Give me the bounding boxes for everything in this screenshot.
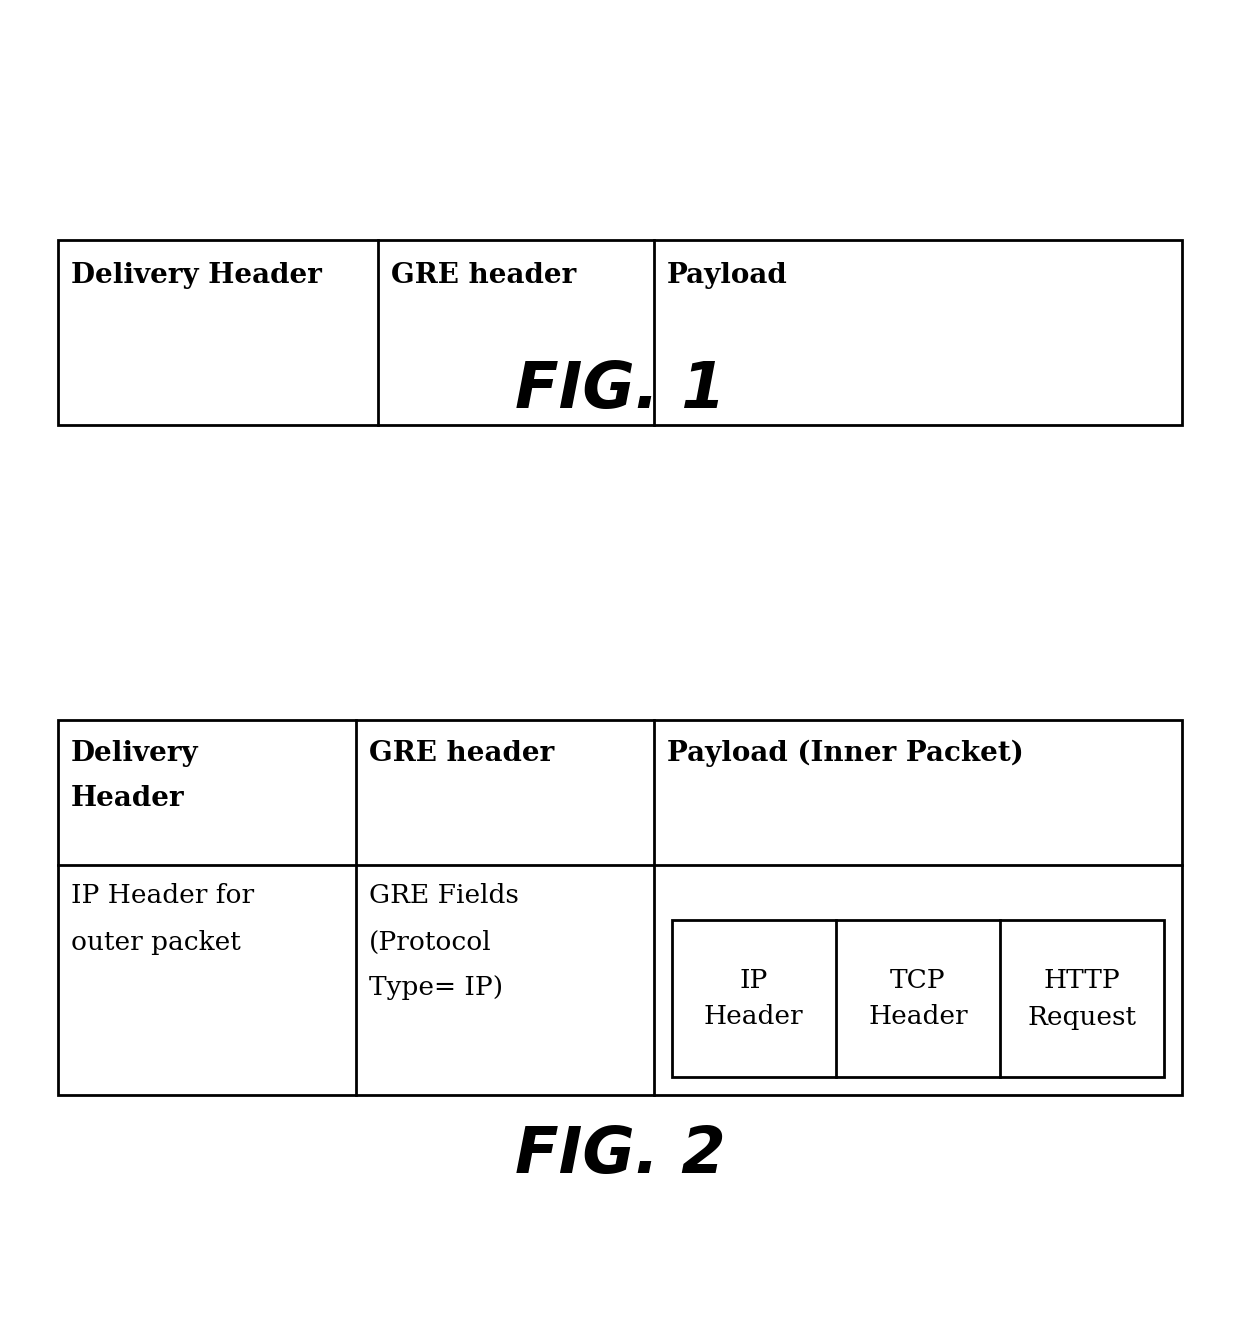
Text: IP
Header: IP Header (704, 968, 804, 1029)
Text: Payload: Payload (667, 262, 787, 290)
Text: IP Header for: IP Header for (71, 883, 254, 908)
Text: Type= IP): Type= IP) (368, 975, 503, 1000)
Bar (58, 720, 1182, 1096)
Text: Delivery Header: Delivery Header (71, 262, 322, 290)
Text: Delivery: Delivery (71, 740, 198, 768)
Text: TCP
Header: TCP Header (868, 968, 967, 1029)
Text: GRE header: GRE header (368, 740, 554, 768)
Text: FIG. 1: FIG. 1 (515, 359, 725, 421)
Text: GRE header: GRE header (392, 262, 577, 290)
Text: (Protocol: (Protocol (368, 930, 491, 955)
Text: FIG. 2: FIG. 2 (515, 1123, 725, 1186)
Text: Payload (Inner Packet): Payload (Inner Packet) (667, 740, 1023, 768)
Text: GRE Fields: GRE Fields (368, 883, 518, 908)
Bar (672, 920, 1164, 1077)
Text: HTTP
Request: HTTP Request (1028, 968, 1136, 1029)
Bar (58, 240, 1182, 425)
Text: outer packet: outer packet (71, 930, 241, 955)
Text: Header: Header (71, 785, 185, 811)
